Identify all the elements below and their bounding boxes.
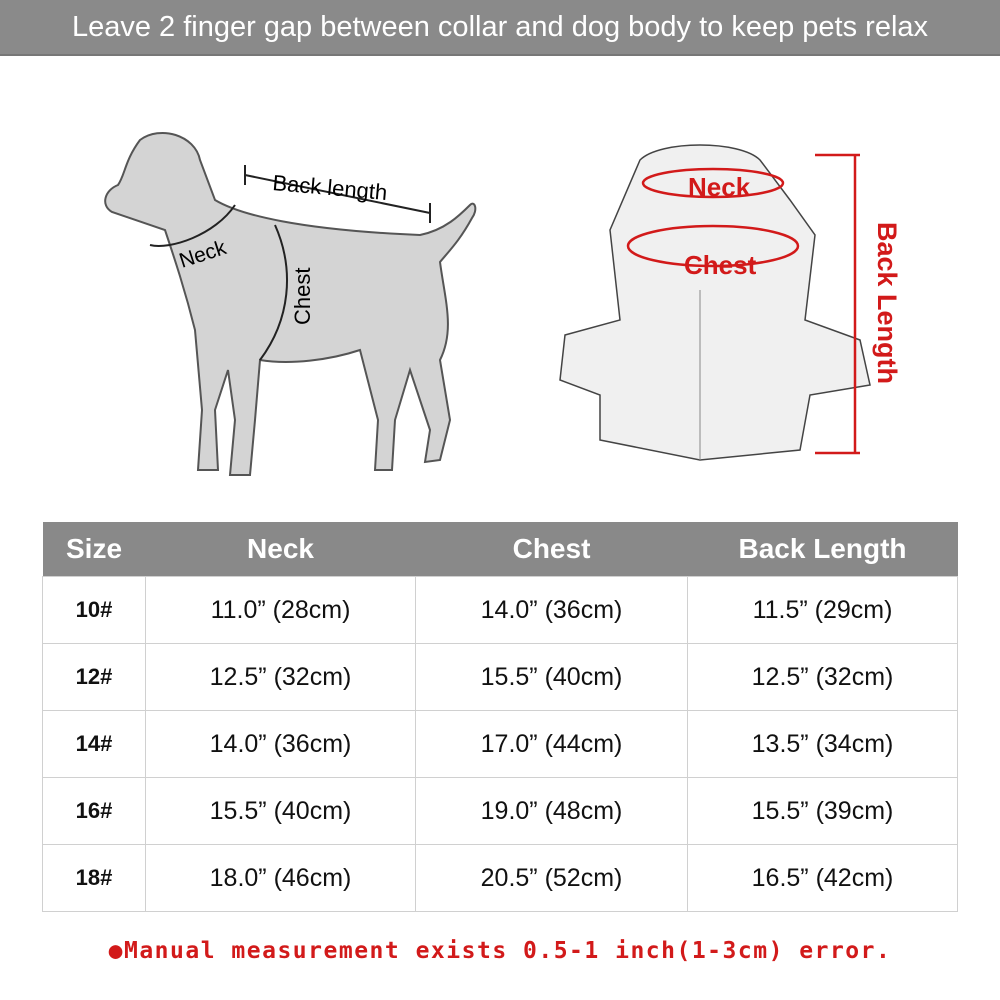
size-cell: 10# bbox=[42, 576, 146, 644]
header-back-length: Back Length bbox=[687, 522, 958, 577]
back-length-cell: 15.5” (39cm) bbox=[687, 777, 958, 845]
table-row: 14# 14.0” (36cm) 17.0” (44cm) 13.5” (34cm) bbox=[42, 710, 958, 778]
illustrations: Back length Neck Chest Neck Chest Back L… bbox=[104, 131, 902, 476]
coat-neck-label: Neck bbox=[688, 172, 751, 202]
back-length-cell: 13.5” (34cm) bbox=[687, 710, 958, 778]
header-size: Size bbox=[42, 522, 146, 577]
table-row: 10# 11.0” (28cm) 14.0” (36cm) 11.5” (29cm) bbox=[42, 576, 958, 644]
back-length-cell: 11.5” (29cm) bbox=[687, 576, 958, 644]
table-header: Size Neck Chest Back Length bbox=[42, 522, 958, 577]
size-cell: 16# bbox=[42, 777, 146, 845]
back-length-cell: 16.5” (42cm) bbox=[687, 844, 958, 912]
chest-cell: 15.5” (40cm) bbox=[415, 643, 688, 711]
chest-cell: 17.0” (44cm) bbox=[415, 710, 688, 778]
neck-cell: 14.0” (36cm) bbox=[145, 710, 416, 778]
chest-cell: 19.0” (48cm) bbox=[415, 777, 688, 845]
table-row: 16# 15.5” (40cm) 19.0” (48cm) 15.5” (39cm) bbox=[42, 777, 958, 845]
coat-illustration: Neck Chest Back Length bbox=[559, 144, 902, 461]
header-chest: Chest bbox=[415, 522, 688, 577]
neck-cell: 15.5” (40cm) bbox=[145, 777, 416, 845]
table-row: 18# 18.0” (46cm) 20.5” (52cm) 16.5” (42cm) bbox=[42, 844, 958, 912]
banner: Leave 2 finger gap between collar and do… bbox=[0, 0, 1000, 56]
table-row: 12# 12.5” (32cm) 15.5” (40cm) 12.5” (32cm) bbox=[42, 643, 958, 711]
back-length-cell: 12.5” (32cm) bbox=[687, 643, 958, 711]
neck-cell: 18.0” (46cm) bbox=[145, 844, 416, 912]
coat-chest-label: Chest bbox=[684, 250, 757, 280]
chest-cell: 20.5” (52cm) bbox=[415, 844, 688, 912]
size-cell: 14# bbox=[42, 710, 146, 778]
dog-illustration: Back length Neck Chest bbox=[104, 131, 477, 476]
chest-cell: 14.0” (36cm) bbox=[415, 576, 688, 644]
size-table: Size Neck Chest Back Length 10# 11.0” (28… bbox=[42, 522, 958, 912]
coat-back-label: Back Length bbox=[872, 222, 902, 384]
dog-back-label: Back length bbox=[272, 170, 389, 205]
header-neck: Neck bbox=[145, 522, 416, 577]
dog-chest-label: Chest bbox=[290, 268, 315, 325]
neck-cell: 11.0” (28cm) bbox=[145, 576, 416, 644]
measurement-note: ●Manual measurement exists 0.5-1 inch(1-… bbox=[108, 938, 892, 964]
neck-cell: 12.5” (32cm) bbox=[145, 643, 416, 711]
size-cell: 18# bbox=[42, 844, 146, 912]
size-cell: 12# bbox=[42, 643, 146, 711]
